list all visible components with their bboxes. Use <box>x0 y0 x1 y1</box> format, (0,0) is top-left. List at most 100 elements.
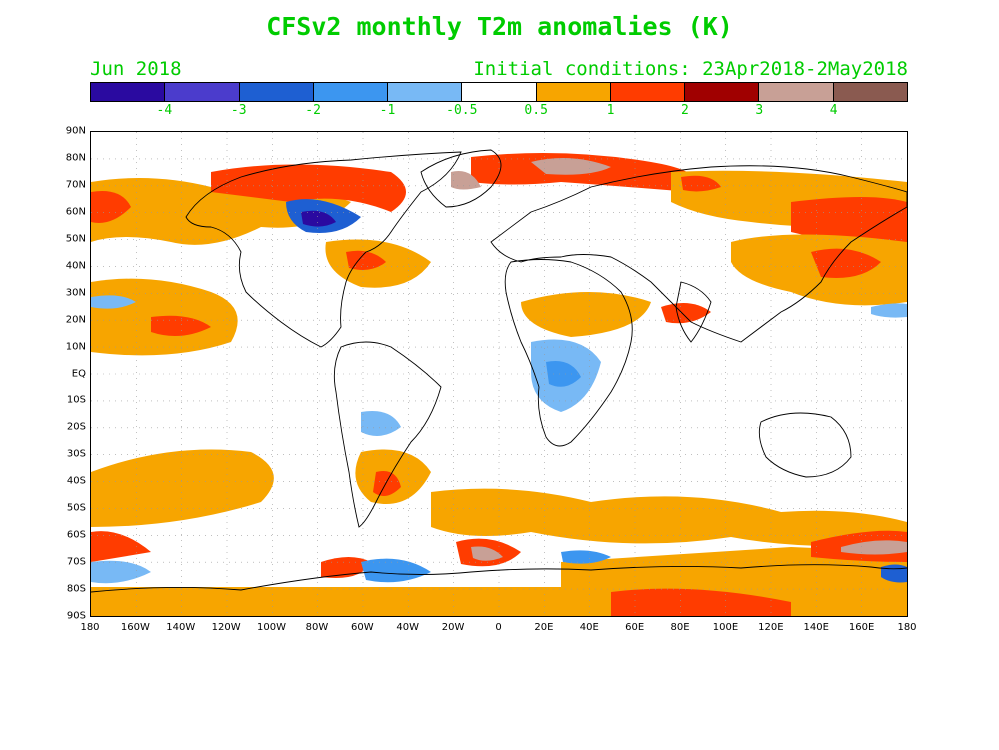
anomaly-patch <box>361 558 431 583</box>
coastline <box>420 149 502 208</box>
longitude-label: 100E <box>712 622 739 633</box>
anomaly-patch <box>546 361 581 387</box>
latitude-label: 60S <box>66 529 86 541</box>
coastline <box>675 281 712 343</box>
chart-title: CFSv2 monthly T2m anomalies (K) <box>266 12 733 41</box>
latitude-label: 30S <box>66 448 86 460</box>
longitude-label: 40E <box>579 622 599 633</box>
latitude-label: 50S <box>66 502 86 514</box>
longitude-label: 60W <box>351 622 374 633</box>
colorbar-tick-label: 4 <box>829 103 838 118</box>
longitude-label: 120E <box>758 622 784 633</box>
anomaly-patch <box>871 303 907 318</box>
coastline <box>185 151 462 348</box>
colorbar-tick-label: -0.5 <box>446 103 478 118</box>
latitude-label: 70N <box>65 179 86 191</box>
anomaly-patch <box>661 303 711 324</box>
colorbar-box <box>91 83 166 101</box>
latitude-label: 60N <box>65 206 86 218</box>
longitude-label: 160E <box>848 622 875 633</box>
colorbar-box <box>536 83 611 101</box>
latitude-label: 80N <box>65 152 86 164</box>
anomaly-patch <box>611 588 791 616</box>
coastline <box>333 341 442 528</box>
anomaly-patch <box>151 315 211 336</box>
coastline <box>490 165 908 343</box>
anomaly-patch <box>91 295 136 309</box>
longitude-label: 80W <box>305 622 329 633</box>
colorbar-tick-label: -2 <box>305 103 321 118</box>
anomaly-patches <box>91 153 907 616</box>
latitude-label: 20S <box>66 421 86 433</box>
colorbar-tick-label: -1 <box>379 103 396 118</box>
colorbar-box <box>685 83 760 101</box>
forecast-month-label: Jun 2018 <box>90 58 182 80</box>
latitude-label: 30N <box>65 287 86 299</box>
colorbar-tick-label: -3 <box>230 103 247 118</box>
latitude-label: 40N <box>65 260 86 272</box>
latitude-label: 80S <box>66 583 86 595</box>
colorbar-tick-label: 0.5 <box>524 103 548 118</box>
colorbar-tick-label: 1 <box>606 103 615 118</box>
anomaly-patch <box>373 471 401 496</box>
colorbar-box <box>610 83 686 101</box>
colorbar-box <box>759 83 834 101</box>
anomaly-patch <box>91 531 151 562</box>
latitude-label: 40S <box>66 475 86 487</box>
latitude-label: 90S <box>66 610 86 622</box>
colorbar-box <box>462 83 537 101</box>
longitude-label: 160W <box>120 622 150 633</box>
longitude-label: 40W <box>396 622 420 633</box>
longitude-label: 120W <box>211 622 241 633</box>
colorbar-box <box>165 83 240 101</box>
coastlines <box>90 149 908 593</box>
coastline <box>90 564 908 593</box>
anomaly-patch <box>841 540 907 555</box>
longitude-label: 80E <box>670 622 690 633</box>
colorbar-box <box>388 83 463 101</box>
coastline <box>504 259 633 447</box>
latitude-label: 50N <box>65 233 86 245</box>
latitude-label: 20N <box>65 314 86 326</box>
latitude-label: 10S <box>66 394 86 406</box>
latitude-label: 90N <box>65 125 86 137</box>
anomaly-patch <box>431 488 907 546</box>
coastline <box>758 412 852 478</box>
anomaly-patch <box>471 546 503 561</box>
anomaly-patch <box>451 171 481 190</box>
anomaly-patch <box>346 250 386 270</box>
anomaly-patch <box>91 191 131 223</box>
graticule <box>91 132 907 616</box>
anomaly-patch <box>361 411 401 436</box>
longitude-label: 60E <box>625 622 645 633</box>
initial-conditions-label: Initial conditions: 23Apr2018-2May2018 <box>473 58 908 80</box>
longitude-label: 20E <box>534 622 554 633</box>
latitude-label: 10N <box>65 341 86 353</box>
longitude-label: 0 <box>495 622 502 633</box>
latitude-label: EQ <box>71 368 86 379</box>
colorbar <box>90 82 908 102</box>
anomaly-patch <box>521 292 651 337</box>
longitude-label: 180 <box>80 622 100 633</box>
anomaly-patch <box>561 547 907 592</box>
longitude-label: 140W <box>166 622 196 633</box>
anomaly-patch <box>91 560 151 584</box>
colorbar-box <box>833 83 907 101</box>
anomaly-patch <box>91 449 274 527</box>
anomaly-map <box>90 132 908 616</box>
colorbar-tick-label: 3 <box>755 103 764 118</box>
anomaly-patch <box>211 164 406 212</box>
latitude-label: 70S <box>66 556 86 568</box>
anomaly-patch <box>531 158 611 175</box>
longitude-label: 20W <box>441 622 465 633</box>
map-frame <box>90 131 908 617</box>
colorbar-box <box>239 83 314 101</box>
anomaly-patch <box>301 210 336 227</box>
anomaly-patch <box>791 197 907 244</box>
anomaly-patch <box>681 175 721 192</box>
longitude-label: 180 <box>897 622 917 633</box>
longitude-label: 140E <box>803 622 829 633</box>
anomaly-patch <box>561 550 611 564</box>
anomaly-patch <box>811 248 881 278</box>
colorbar-tick-label: 2 <box>680 103 689 118</box>
